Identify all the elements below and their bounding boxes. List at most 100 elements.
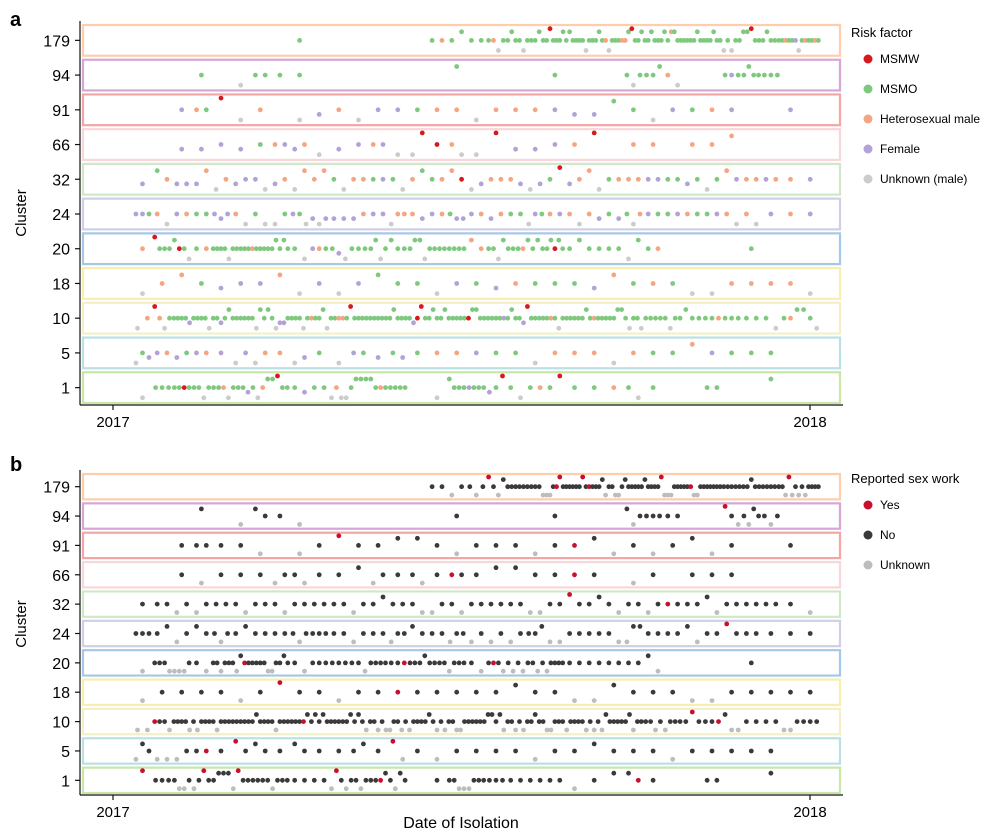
data-point bbox=[591, 698, 597, 703]
data-point bbox=[488, 176, 494, 182]
data-point bbox=[735, 72, 741, 78]
data-point bbox=[568, 719, 573, 724]
data-point bbox=[272, 601, 278, 607]
data-point bbox=[801, 719, 806, 724]
data-point bbox=[316, 631, 322, 636]
data-point bbox=[762, 513, 767, 519]
data-point bbox=[675, 484, 680, 490]
data-point bbox=[162, 246, 168, 252]
data-point bbox=[439, 211, 445, 217]
data-point bbox=[316, 112, 322, 117]
data-point bbox=[233, 181, 239, 187]
data-point bbox=[238, 117, 244, 123]
data-point bbox=[154, 601, 160, 607]
data-point bbox=[356, 689, 361, 695]
data-point bbox=[175, 719, 181, 724]
data-point bbox=[172, 385, 177, 390]
data-point bbox=[316, 221, 322, 227]
data-point bbox=[297, 315, 302, 321]
data-point bbox=[493, 315, 499, 321]
data-point bbox=[626, 256, 631, 262]
data-point bbox=[509, 484, 515, 490]
data-point bbox=[401, 246, 407, 252]
data-point bbox=[709, 142, 715, 147]
data-point bbox=[218, 572, 224, 578]
data-point bbox=[733, 484, 738, 490]
data-point bbox=[591, 727, 597, 733]
data-point bbox=[262, 187, 268, 192]
cluster-row-box bbox=[81, 649, 842, 677]
data-point bbox=[650, 689, 656, 695]
data-point bbox=[709, 350, 715, 356]
data-point bbox=[225, 211, 231, 217]
data-point bbox=[356, 117, 361, 123]
data-point bbox=[419, 610, 425, 615]
data-point bbox=[729, 107, 734, 113]
data-point bbox=[637, 513, 643, 519]
data-point bbox=[611, 719, 617, 724]
data-point bbox=[230, 315, 236, 321]
data-point bbox=[257, 281, 263, 286]
data-point bbox=[587, 315, 593, 321]
data-point bbox=[665, 513, 671, 519]
data-point bbox=[554, 484, 559, 490]
data-point bbox=[691, 492, 697, 498]
data-point bbox=[223, 176, 229, 182]
data-point bbox=[655, 484, 661, 490]
cluster-row-box bbox=[81, 707, 842, 736]
data-point bbox=[768, 770, 774, 776]
data-point bbox=[153, 777, 159, 783]
data-point bbox=[753, 315, 759, 321]
data-point bbox=[486, 474, 491, 480]
data-point bbox=[670, 543, 676, 548]
data-point bbox=[164, 221, 170, 227]
data-point bbox=[670, 756, 676, 762]
data-point bbox=[643, 719, 649, 724]
data-point bbox=[563, 38, 569, 43]
data-point bbox=[540, 719, 546, 724]
data-point bbox=[442, 246, 447, 252]
data-point bbox=[240, 385, 246, 390]
data-point bbox=[437, 660, 442, 666]
data-point bbox=[378, 660, 383, 666]
data-point bbox=[175, 315, 181, 321]
data-point bbox=[816, 484, 821, 490]
data-point bbox=[744, 176, 749, 182]
data-point bbox=[417, 660, 423, 666]
data-point bbox=[257, 551, 263, 557]
data-point bbox=[275, 373, 280, 379]
data-point bbox=[748, 748, 754, 754]
data-point bbox=[290, 631, 296, 636]
data-point bbox=[518, 777, 523, 783]
data-point bbox=[497, 315, 503, 321]
data-point bbox=[635, 719, 640, 724]
data-point bbox=[622, 477, 628, 482]
data-point bbox=[459, 484, 464, 490]
data-point bbox=[735, 522, 741, 527]
data-point bbox=[685, 601, 690, 607]
data-point bbox=[218, 719, 224, 724]
data-point bbox=[665, 601, 671, 607]
data-point bbox=[753, 631, 759, 636]
data-point bbox=[675, 211, 680, 217]
data-point bbox=[316, 572, 322, 578]
data-point bbox=[297, 211, 302, 217]
data-point bbox=[626, 770, 631, 776]
data-point bbox=[418, 304, 424, 309]
data-point bbox=[225, 631, 231, 636]
data-point bbox=[240, 777, 246, 783]
data-point bbox=[532, 146, 538, 152]
data-point bbox=[261, 660, 267, 666]
data-point bbox=[596, 631, 602, 636]
data-point bbox=[153, 385, 159, 390]
data-point bbox=[532, 315, 538, 321]
data-point bbox=[650, 513, 656, 519]
data-point bbox=[729, 315, 734, 321]
data-point bbox=[419, 130, 425, 136]
data-point bbox=[254, 325, 259, 331]
data-point bbox=[729, 543, 734, 548]
data-point bbox=[309, 719, 314, 724]
data-point bbox=[596, 594, 602, 600]
data-point bbox=[373, 660, 379, 666]
data-point bbox=[146, 211, 152, 217]
